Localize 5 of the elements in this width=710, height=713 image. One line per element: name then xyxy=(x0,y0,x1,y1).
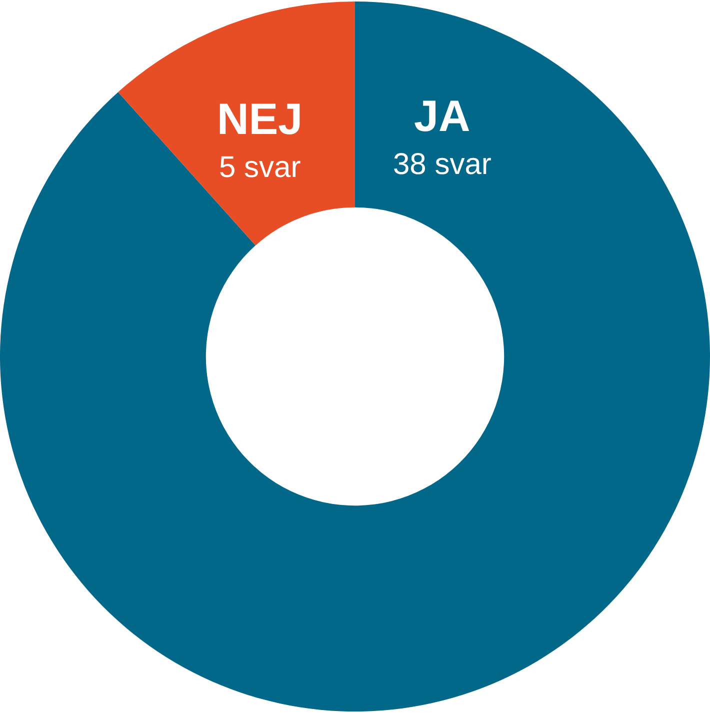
slice-label: JA xyxy=(414,92,470,141)
slice-label: NEJ xyxy=(217,95,303,144)
donut-slice xyxy=(118,2,355,246)
data-label: 38 svar xyxy=(393,148,492,181)
data-label: 5 svar xyxy=(219,151,301,184)
